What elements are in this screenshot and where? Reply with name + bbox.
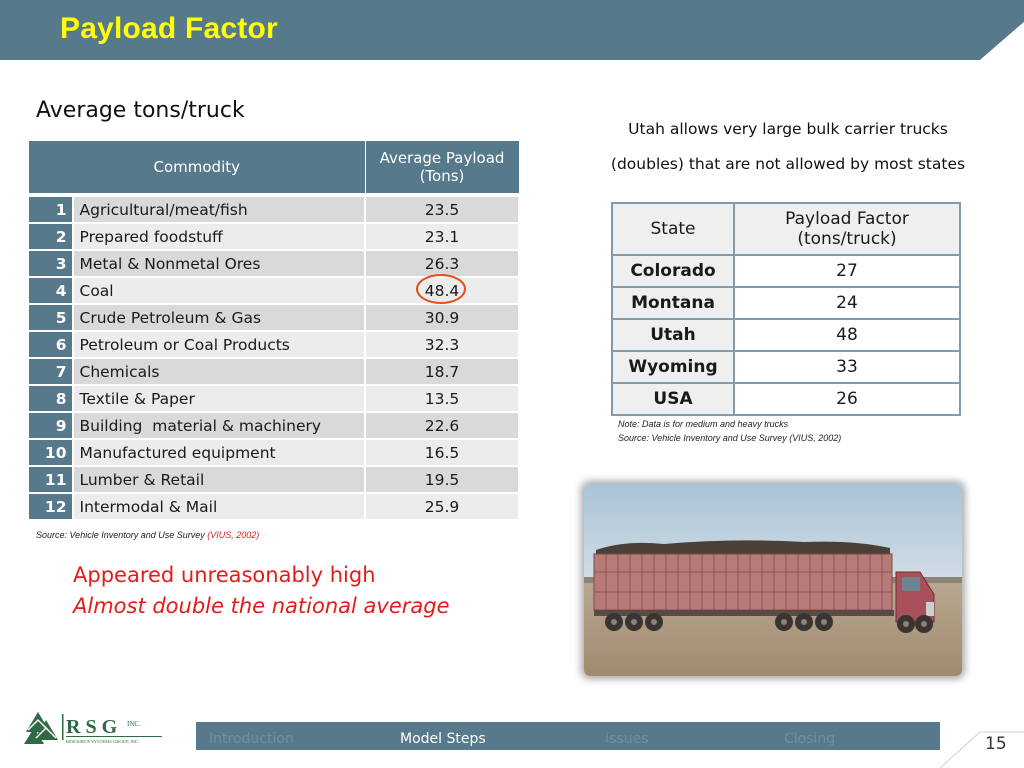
table-row: 8 Textile & Paper 13.5 <box>28 385 520 413</box>
commodity-name: Intermodal & Mail <box>72 493 366 521</box>
table-row: Colorado 27 <box>611 254 961 288</box>
slide-subtitle: Average tons/truck <box>36 98 245 123</box>
rsg-logo: R S G INC. RESOURCE SYSTEMS GROUP, INC. <box>24 706 174 752</box>
commodity-name: Crude Petroleum & Gas <box>72 304 366 332</box>
table-row: 11 Lumber & Retail 19.5 <box>28 466 520 494</box>
table-row: Montana 24 <box>611 286 961 320</box>
state-name: USA <box>611 382 735 416</box>
source-text: Source: Vehicle Inventory and Use Survey <box>618 433 790 443</box>
payload-value: 25.9 <box>365 493 520 521</box>
table-row: Utah 48 <box>611 318 961 352</box>
state-header: State <box>611 202 735 256</box>
state-name: Colorado <box>611 254 735 288</box>
state-table-source: Source: Vehicle Inventory and Use Survey… <box>618 431 841 445</box>
nav-introduction[interactable]: Introduction <box>209 731 294 747</box>
nav-closing[interactable]: Closing <box>784 731 836 747</box>
source-highlight: (VIUS, 2002) <box>789 433 842 443</box>
payload-value: 32.3 <box>365 331 520 359</box>
row-number: 1 <box>28 197 74 224</box>
state-table-note: Note: Data is for medium and heavy truck… <box>618 419 789 429</box>
payload-value: 26.3 <box>365 250 520 278</box>
table-row: USA 26 <box>611 382 961 416</box>
state-value: 48 <box>733 318 961 352</box>
coal-highlight-circle <box>416 274 466 304</box>
avg-payload-header: Average Payload (Tons) <box>364 140 520 194</box>
commodity-name: Agricultural/meat/fish <box>72 197 366 224</box>
payload-value: 13.5 <box>365 385 520 413</box>
commodity-name: Lumber & Retail <box>72 466 366 494</box>
callout-line-2: Almost double the national average <box>73 594 450 618</box>
source-highlight: (VIUS, 2002) <box>207 530 260 540</box>
payload-value: 19.5 <box>365 466 520 494</box>
state-value: 33 <box>733 350 961 384</box>
table-row: 5 Crude Petroleum & Gas 30.9 <box>28 304 520 332</box>
payload-value: 23.1 <box>365 223 520 251</box>
payload-value: 23.5 <box>365 197 520 224</box>
row-number: 12 <box>28 493 74 521</box>
logo-tagline: RESOURCE SYSTEMS GROUP, INC. <box>66 739 139 745</box>
commodity-header: Commodity <box>28 140 366 194</box>
state-table: State Payload Factor (tons/truck) Colora… <box>611 202 961 416</box>
row-number: 8 <box>28 385 74 413</box>
nav-model-steps[interactable]: Model Steps <box>400 731 486 747</box>
footer-nav-bar: Introduction Model Steps Issues Closing <box>196 722 940 750</box>
commodity-table: Commodity Average Payload (Tons) 1 Agric… <box>28 140 520 521</box>
row-number: 3 <box>28 250 74 278</box>
logo-suffix: INC. <box>127 720 141 728</box>
row-number: 2 <box>28 223 74 251</box>
slide-title: Payload Factor <box>60 12 278 45</box>
nav-issues[interactable]: Issues <box>605 731 649 747</box>
corner-accent <box>940 731 1024 768</box>
header-band <box>0 0 1024 60</box>
commodity-name: Building material & machinery <box>72 412 366 440</box>
table-row: 12 Intermodal & Mail 25.9 <box>28 493 520 521</box>
table-row: 6 Petroleum or Coal Products 32.3 <box>28 331 520 359</box>
utah-note-line-1: Utah allows very large bulk carrier truc… <box>628 120 948 138</box>
payload-value: 30.9 <box>365 304 520 332</box>
commodity-name: Coal <box>72 277 366 305</box>
row-number: 5 <box>28 304 74 332</box>
row-number: 10 <box>28 439 74 467</box>
source-text: Source: Vehicle Inventory and Use Survey <box>36 530 208 540</box>
row-number: 11 <box>28 466 74 494</box>
table-row: 7 Chemicals 18.7 <box>28 358 520 386</box>
payload-value: 18.7 <box>365 358 520 386</box>
table-row: 9 Building material & machinery 22.6 <box>28 412 520 440</box>
truck-photo <box>584 484 962 676</box>
table-row: 2 Prepared foodstuff 23.1 <box>28 223 520 251</box>
state-name: Wyoming <box>611 350 735 384</box>
table-row: 10 Manufactured equipment 16.5 <box>28 439 520 467</box>
commodity-name: Chemicals <box>72 358 366 386</box>
utah-note: Utah allows very large bulk carrier truc… <box>598 112 978 182</box>
commodity-name: Metal & Nonmetal Ores <box>72 250 366 278</box>
table-row: 3 Metal & Nonmetal Ores 26.3 <box>28 250 520 278</box>
state-value: 27 <box>733 254 961 288</box>
commodity-name: Petroleum or Coal Products <box>72 331 366 359</box>
table-row: 1 Agricultural/meat/fish 23.5 <box>28 197 520 224</box>
commodity-name: Prepared foodstuff <box>72 223 366 251</box>
state-table-notes: Note: Data is for medium and heavy truck… <box>618 417 841 445</box>
table-row: Wyoming 33 <box>611 350 961 384</box>
state-name: Utah <box>611 318 735 352</box>
state-value: 24 <box>733 286 961 320</box>
payload-value: 16.5 <box>365 439 520 467</box>
state-name: Montana <box>611 286 735 320</box>
utah-note-line-2: (doubles) that are not allowed by most s… <box>610 155 966 173</box>
callout-line-1: Appeared unreasonably high <box>73 563 376 587</box>
row-number: 6 <box>28 331 74 359</box>
commodity-name: Textile & Paper <box>72 385 366 413</box>
table-row: 4 Coal 48.4 <box>28 277 520 305</box>
row-number: 9 <box>28 412 74 440</box>
row-number: 4 <box>28 277 74 305</box>
page-number: 15 <box>985 734 1007 754</box>
commodity-source-note: Source: Vehicle Inventory and Use Survey… <box>36 530 259 540</box>
row-number: 7 <box>28 358 74 386</box>
logo-letters: R S G <box>66 716 118 738</box>
payload-factor-header: Payload Factor (tons/truck) <box>733 202 961 256</box>
commodity-name: Manufactured equipment <box>72 439 366 467</box>
payload-value: 22.6 <box>365 412 520 440</box>
state-value: 26 <box>733 382 961 416</box>
